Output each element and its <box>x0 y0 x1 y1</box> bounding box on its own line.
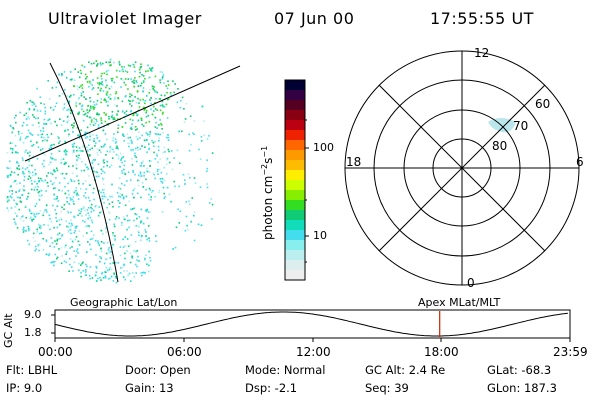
mode-info: Mode: Normal <box>245 363 326 377</box>
colorbar-segment <box>285 250 305 261</box>
colorbar-segment <box>285 120 305 131</box>
altitude-plot <box>51 309 571 342</box>
colorbar-tick-10: 10 <box>313 229 327 242</box>
altitude-tick-high: 9.0 <box>24 308 42 321</box>
mlt-label-6: 6 <box>576 155 584 169</box>
apex-projection-label: Apex MLat/MLT <box>418 296 501 309</box>
colorbar-segment <box>285 110 305 121</box>
time-tick-2359: 23:59 <box>553 345 588 359</box>
colorbar-tick-100: 100 <box>313 141 334 154</box>
lat-label-70: 70 <box>513 119 529 133</box>
colorbar-segment <box>285 90 305 101</box>
geographic-grid-lines <box>24 62 241 283</box>
colorbar-frame <box>284 79 306 281</box>
mlt-label-12: 12 <box>474 46 490 60</box>
colorbar-segment <box>285 170 305 181</box>
colorbar-segment <box>285 130 305 141</box>
colorbar-segment <box>285 140 305 151</box>
sequence-info: Seq: 39 <box>365 381 409 395</box>
time-tick-0600: 06:00 <box>167 345 202 359</box>
colorbar-segment <box>285 200 305 211</box>
colorbar-unit-label: photon cm−2s−1 <box>260 145 275 240</box>
dsp-info: Dsp: -2.1 <box>245 381 298 395</box>
time-tick-1200: 12:00 <box>296 345 331 359</box>
geographic-auroral-image <box>6 58 214 284</box>
geographic-projection-label: Geographic Lat/Lon <box>70 296 178 309</box>
time-tick-1800: 18:00 <box>424 345 459 359</box>
altitude-axis-label: GC Alt <box>2 313 15 348</box>
instrument-title: Ultraviolet Imager <box>48 9 202 28</box>
geographic-latitude-info: GLat: -68.3 <box>487 363 552 377</box>
observation-time: 17:55:55 UT <box>430 9 534 28</box>
colorbar-segment <box>285 230 305 241</box>
colorbar-segment <box>285 260 305 271</box>
colorbar-segment <box>285 220 305 231</box>
colorbar-segment <box>285 210 305 221</box>
colorbar-ticks <box>305 119 309 263</box>
lat-label-60: 60 <box>535 97 551 111</box>
colorbar-segment <box>285 160 305 171</box>
colorbar-segment <box>285 100 305 111</box>
observation-date: 07 Jun 00 <box>274 9 355 28</box>
door-info: Door: Open <box>125 363 191 377</box>
gain-info: Gain: 13 <box>125 381 174 395</box>
mlt-label-0: 0 <box>467 276 475 290</box>
colorbar <box>285 80 305 281</box>
filter-info: Flt: LBHL <box>6 363 58 377</box>
colorbar-segment <box>285 80 305 91</box>
polar-mlt-plot <box>344 50 580 286</box>
altitude-tick-low: 1.8 <box>24 326 42 339</box>
colorbar-segment <box>285 270 305 281</box>
mlt-label-18: 18 <box>346 155 362 169</box>
lat-label-80: 80 <box>492 139 508 153</box>
colorbar-segment <box>285 240 305 251</box>
time-tick-0000: 00:00 <box>38 345 73 359</box>
geographic-longitude-info: GLon: 187.3 <box>487 381 557 395</box>
colorbar-segment <box>285 180 305 191</box>
gc-altitude-info: GC Alt: 2.4 Re <box>365 363 446 377</box>
colorbar-segment <box>285 150 305 161</box>
polar-auroral-patch <box>488 118 516 133</box>
ip-info: IP: 9.0 <box>6 381 43 395</box>
colorbar-segment <box>285 190 305 201</box>
altitude-curve <box>54 311 568 337</box>
